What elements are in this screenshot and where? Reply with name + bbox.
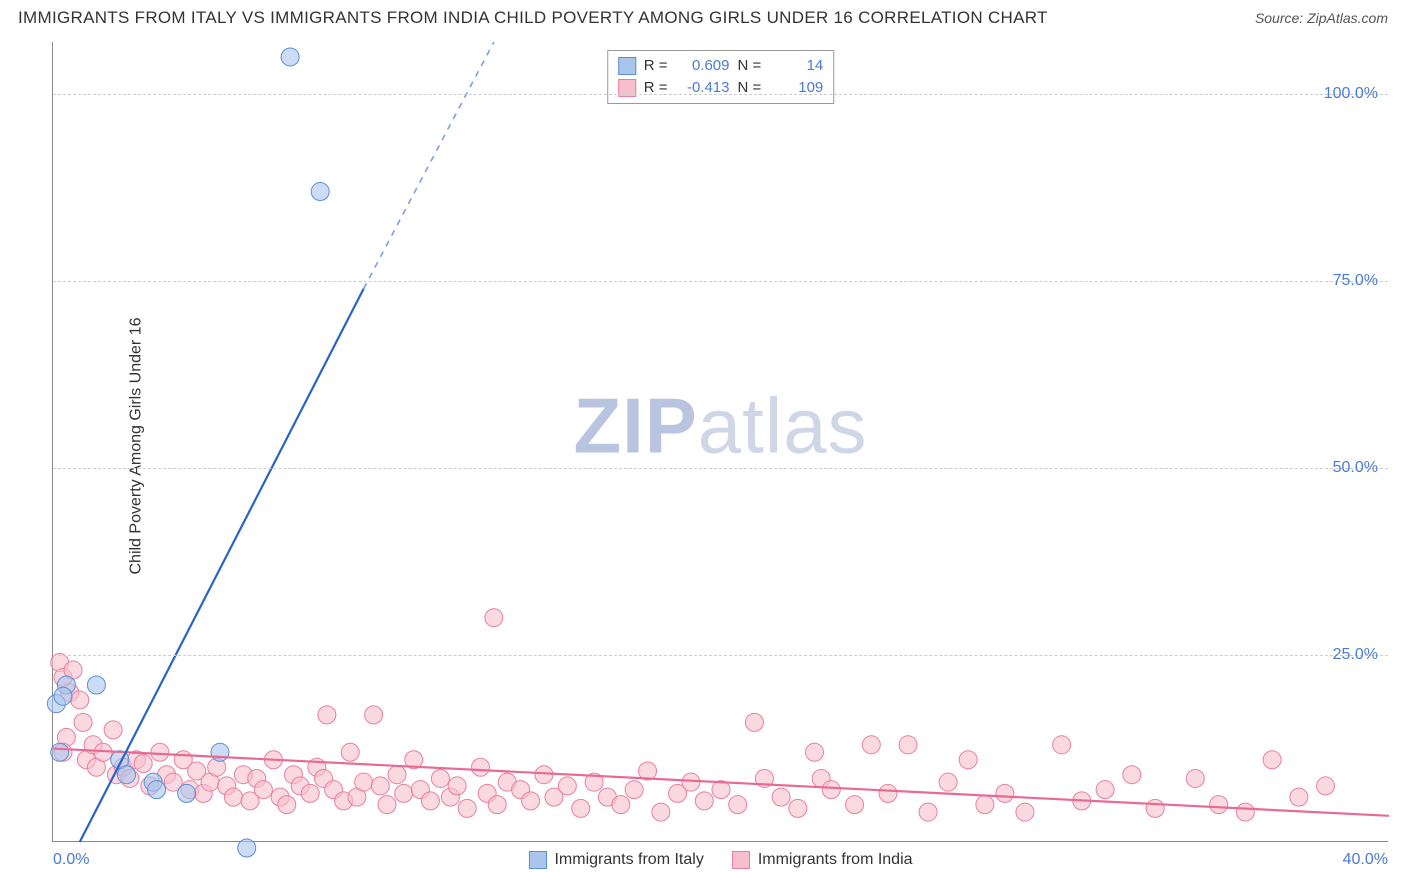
gridline bbox=[53, 655, 1388, 656]
legend-row-india: R = -0.413 N = 109 bbox=[618, 77, 824, 99]
swatch-india-icon bbox=[732, 851, 750, 869]
gridline bbox=[53, 468, 1388, 469]
swatch-italy bbox=[618, 57, 636, 75]
legend-item-italy: Immigrants from Italy bbox=[528, 851, 703, 869]
x-tick-min: 0.0% bbox=[53, 851, 89, 869]
gridline bbox=[53, 281, 1388, 282]
y-tick-label: 75.0% bbox=[1333, 272, 1378, 290]
chart-plot-area: ZIPatlas R = 0.609 N = 14 R = -0.413 N =… bbox=[52, 42, 1388, 842]
y-tick-label: 50.0% bbox=[1333, 459, 1378, 477]
y-tick-label: 100.0% bbox=[1324, 85, 1378, 103]
chart-svg bbox=[53, 42, 1388, 841]
x-tick-max: 40.0% bbox=[1343, 851, 1388, 869]
correlation-legend: R = 0.609 N = 14 R = -0.413 N = 109 bbox=[607, 50, 835, 104]
series-legend: Immigrants from Italy Immigrants from In… bbox=[528, 851, 912, 869]
y-tick-label: 25.0% bbox=[1333, 646, 1378, 664]
source-attribution: Source: ZipAtlas.com bbox=[1255, 10, 1388, 26]
legend-item-india: Immigrants from India bbox=[732, 851, 913, 869]
legend-row-italy: R = 0.609 N = 14 bbox=[618, 55, 824, 77]
chart-title: IMMIGRANTS FROM ITALY VS IMMIGRANTS FROM… bbox=[18, 8, 1048, 28]
swatch-italy-icon bbox=[528, 851, 546, 869]
gridline bbox=[53, 94, 1388, 95]
